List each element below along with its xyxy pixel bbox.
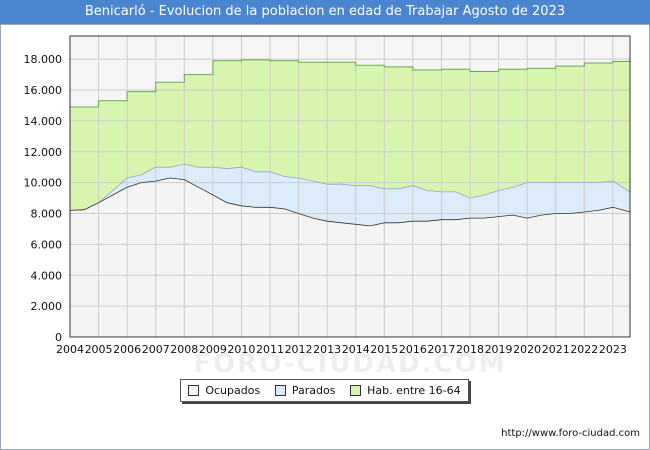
x-tick-label: 2013 [313, 343, 341, 356]
chart-legend: Ocupados Parados Hab. entre 16-64 [180, 379, 469, 402]
x-tick-label: 2004 [56, 343, 84, 356]
legend-label-hab: Hab. entre 16-64 [367, 384, 461, 397]
x-tick-label: 2021 [542, 343, 570, 356]
parados-swatch [274, 385, 286, 396]
x-tick-label: 2012 [285, 343, 313, 356]
x-tick-label: 2023 [599, 343, 627, 356]
parados-line [69, 163, 631, 211]
x-tick-label: 2018 [456, 343, 484, 356]
x-tick-label: 2019 [485, 343, 513, 356]
ocupados-swatch [188, 385, 200, 396]
y-tick-label: 14.000 [24, 115, 63, 128]
x-tick-label: 2007 [142, 343, 170, 356]
hab-swatch [350, 385, 362, 396]
x-tick-label: 2006 [113, 343, 141, 356]
chart-title: Benicarló - Evolucion de la poblacion en… [0, 0, 650, 24]
x-tick-label: 2016 [399, 343, 427, 356]
legend-item-parados: Parados [274, 384, 336, 397]
legend-label-parados: Parados [291, 384, 336, 397]
legend-item-ocupados: Ocupados [188, 384, 260, 397]
legend-item-hab: Hab. entre 16-64 [350, 384, 461, 397]
y-tick-label: 0 [55, 331, 62, 344]
hab-area [70, 59, 630, 211]
hab-line [70, 59, 630, 108]
x-tick-label: 2017 [427, 343, 455, 356]
x-tick-label: 2011 [256, 343, 284, 356]
x-tick-label: 2005 [85, 343, 113, 356]
plot-border [69, 35, 631, 338]
x-tick-label: 2008 [170, 343, 198, 356]
y-tick-label: 2.000 [31, 300, 63, 313]
y-tick-label: 16.000 [24, 84, 63, 97]
ocupados-line [69, 177, 631, 227]
y-tick-label: 4.000 [31, 269, 63, 282]
x-tick-label: 2022 [570, 343, 598, 356]
y-tick-label: 6.000 [31, 238, 63, 251]
x-tick-label: 2015 [370, 343, 398, 356]
y-tick-label: 8.000 [31, 208, 63, 221]
x-tick-label: 2014 [342, 343, 370, 356]
y-tick-label: 18.000 [24, 53, 63, 66]
legend-label-ocupados: Ocupados [205, 384, 261, 397]
parados-area [70, 164, 630, 226]
watermark: FORO-CIUDAD.COM [193, 349, 506, 379]
x-tick-label: 2009 [199, 343, 227, 356]
y-tick-label: 12.000 [24, 146, 63, 159]
source-url[interactable]: http://www.foro-ciudad.com [501, 428, 640, 439]
y-tick-label: 10.000 [24, 177, 63, 190]
x-tick-label: 2010 [227, 343, 255, 356]
x-tick-label: 2020 [513, 343, 541, 356]
